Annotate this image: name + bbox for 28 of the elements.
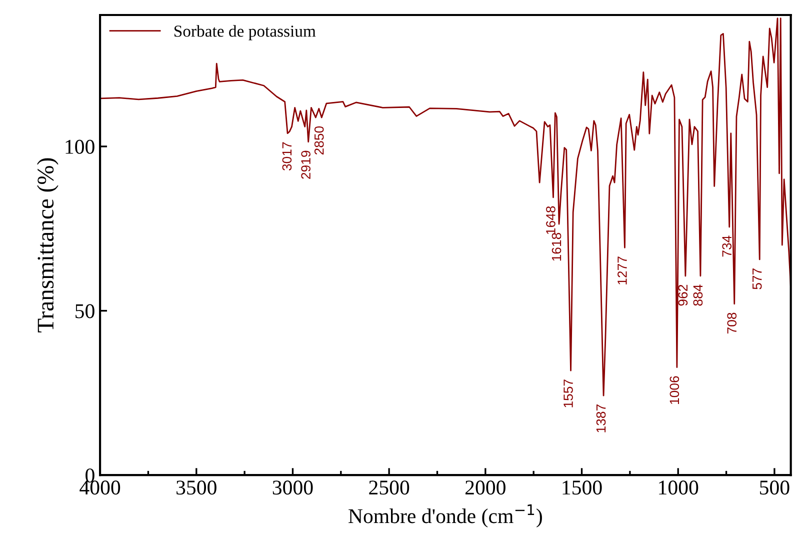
annotation: 1277 (618, 256, 627, 284)
legend-label: Sorbate de potassium (174, 25, 316, 40)
x-tick-label: 3500 (176, 480, 216, 495)
annotation: 708 (727, 312, 737, 334)
x-tick-label: 1000 (659, 480, 698, 495)
annotation: 1006 (670, 376, 680, 404)
y-tick-label: 50 (76, 304, 94, 318)
annotation: 884 (693, 284, 703, 306)
x-axis-title: Nombre d'onde (cm$^{−1}$) (348, 504, 542, 528)
annotation: 577 (752, 268, 762, 290)
annotation: 1387 (596, 404, 606, 432)
annotation: 3017 (282, 142, 292, 170)
annotation: 1618 (552, 232, 562, 261)
annotation: 1648 (546, 206, 556, 234)
x-tick-label: 1500 (562, 480, 602, 495)
x-tick-label: 3000 (272, 480, 313, 495)
x-tick-label: 4000 (80, 480, 120, 495)
annotation: 2850 (314, 126, 324, 155)
annotation: 2919 (301, 150, 310, 179)
x-tick-label: 2000 (466, 480, 506, 495)
y-axis-title: Transmittance (%) (36, 158, 58, 332)
annotation: 734 (722, 236, 732, 257)
annotation: 962 (678, 284, 688, 306)
y-tick-label: 100 (66, 140, 94, 154)
annotation: 1557 (564, 380, 573, 408)
y-tick-label: 0 (86, 468, 94, 483)
x-tick-label: 500 (760, 480, 790, 495)
x-tick-label: 2500 (369, 480, 410, 495)
